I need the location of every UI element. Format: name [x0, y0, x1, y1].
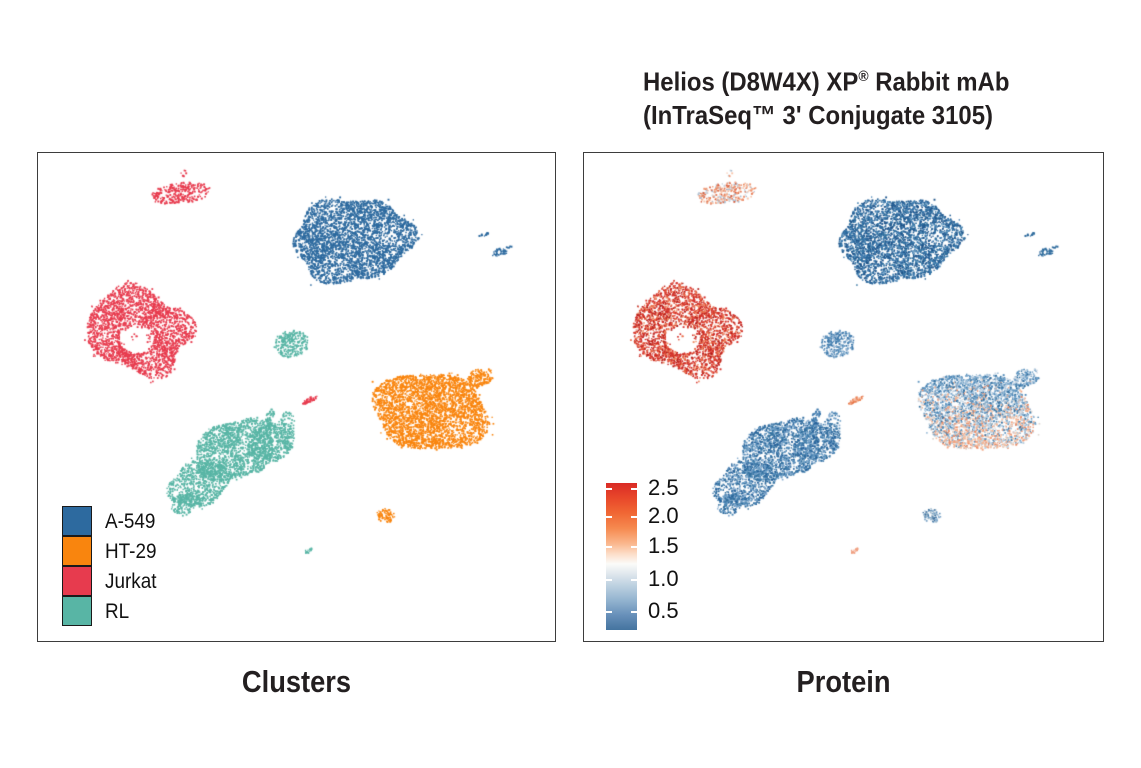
colorbar-tick-label: 2.5 [648, 475, 679, 500]
figure-title-line2: (InTraSeq™ 3' Conjugate 3105) [643, 99, 993, 130]
legend-label: A-549 [105, 510, 156, 533]
protein-caption: Protein [796, 664, 891, 699]
protein-panel: 2.5 2.0 1.5 1.0 0.5 [583, 152, 1104, 642]
legend-item-jurkat: Jurkat [62, 566, 162, 597]
colorbar-gradient [606, 483, 637, 630]
colorbar-tick [606, 579, 612, 581]
colorbar-tick-label: 0.5 [648, 598, 679, 623]
legend-swatch [62, 596, 92, 627]
colorbar-tick [631, 579, 637, 581]
legend-swatch [62, 506, 92, 537]
colorbar-tick [606, 516, 612, 518]
figure-title: Helios (D8W4X) XP® Rabbit mAb (InTraSeq™… [643, 60, 1009, 132]
colorbar-tick [606, 546, 612, 548]
legend-item-rl: RL [62, 596, 162, 627]
clusters-scatter-canvas [38, 153, 554, 640]
registered-mark: ® [858, 68, 869, 85]
protein-scatter-canvas [584, 153, 1102, 640]
colorbar-tick-label: 2.0 [648, 503, 679, 528]
legend-label: Jurkat [105, 570, 157, 593]
colorbar-tick [631, 611, 637, 613]
figure-title-line1: Helios (D8W4X) XP® Rabbit mAb [643, 66, 1010, 97]
colorbar-tick [606, 488, 612, 490]
colorbar-tick [631, 516, 637, 518]
colorbar-tick [631, 546, 637, 548]
colorbar-tick [631, 488, 637, 490]
clusters-caption: Clusters [241, 664, 352, 699]
colorbar-tick-label: 1.5 [648, 533, 679, 558]
legend-label: HT-29 [105, 540, 157, 563]
protein-colorbar: 2.5 2.0 1.5 1.0 0.5 [606, 476, 726, 630]
legend-swatch [62, 536, 92, 567]
colorbar-tick [606, 611, 612, 613]
legend-item-a-549: A-549 [62, 506, 162, 537]
colorbar-tick-label: 1.0 [648, 566, 679, 591]
legend-label: RL [105, 600, 130, 623]
legend-swatch [62, 566, 92, 597]
legend-item-ht-29: HT-29 [62, 536, 162, 567]
clusters-panel: A-549 HT-29 Jurkat RL [37, 152, 556, 642]
cluster-legend: A-549 HT-29 Jurkat RL [62, 506, 162, 627]
